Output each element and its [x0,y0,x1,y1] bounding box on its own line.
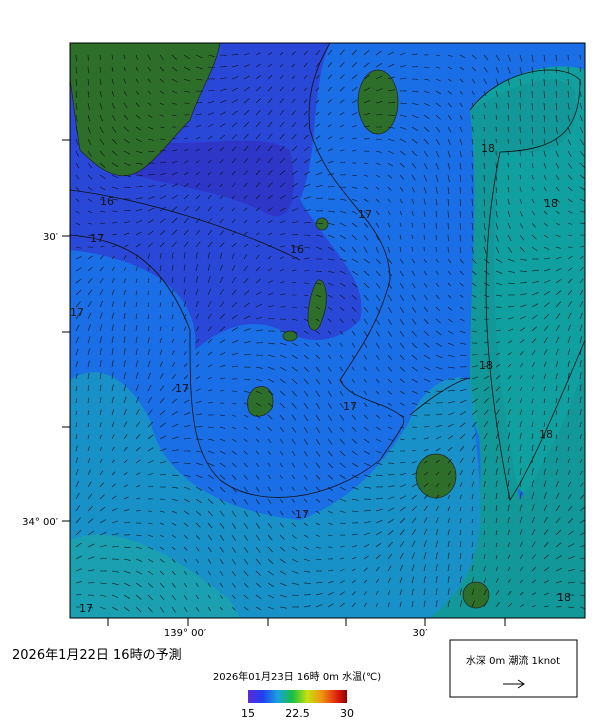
lat-label: 34° 00′ [22,517,59,528]
island [358,70,398,134]
legend-box [450,640,577,697]
legend-text: 水深 0m 潮流 1knot [466,654,560,667]
contour-label: 18 [479,359,493,372]
contour-label: 16 [290,243,304,256]
contour-label: 17 [358,208,372,221]
lon-label: 30′ [413,628,429,639]
colorbar-ticks: 15 22.5 30 [241,707,354,720]
contour-label: 17 [343,400,357,413]
island [316,218,328,230]
lon-label: 139° 00′ [164,628,207,639]
island [283,331,297,341]
map-area: 16 17 16 17 18 18 17 18 17 17 18 17 17 18 [70,43,587,618]
lat-label: 30′ [43,232,59,243]
contour-label: 18 [557,591,571,604]
contour-label: 16 [100,195,114,208]
contour-label: 17 [79,602,93,615]
island [463,582,489,608]
colorbar-tick-label: 15 [241,707,255,720]
subtitle: 2026年01月23日 16時 0m 水温(℃) [213,670,381,683]
contour-label: 17 [90,232,104,245]
title: 2026年1月22日 16時の予測 [12,648,182,663]
contour-label: 18 [481,142,495,155]
contour-label: 17 [175,382,189,395]
contour-label: 18 [539,428,553,441]
colorbar-tick-label: 30 [340,707,354,720]
contour-label: 17 [70,306,84,319]
colorbar-tick-label: 22.5 [285,707,310,720]
colorbar [248,690,347,703]
contour-label: 17 [295,508,309,521]
contour-label: 18 [544,197,558,210]
